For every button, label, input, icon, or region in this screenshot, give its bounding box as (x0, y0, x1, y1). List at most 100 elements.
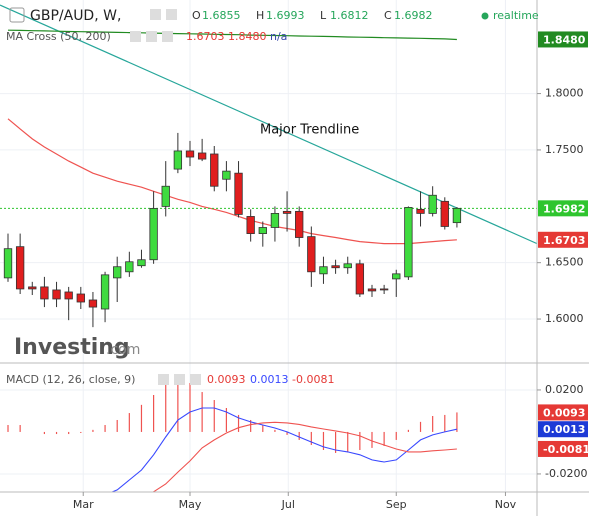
ohlc-key: L (320, 9, 327, 22)
ohlc-value: 1.6812 (330, 9, 369, 22)
macd-panel (7, 379, 458, 492)
candle-body (295, 210, 304, 238)
candle-body (258, 227, 267, 234)
ohlc-key: H (256, 9, 264, 22)
candle-body (246, 216, 255, 234)
icon[interactable] (174, 374, 185, 385)
candle-body (440, 200, 449, 227)
candle-body (197, 152, 207, 160)
candle-body (331, 265, 340, 269)
candle-body (428, 194, 437, 214)
x-tick-label: Jul (281, 498, 295, 511)
macd-line (151, 421, 457, 492)
candle-body (40, 286, 49, 300)
candle-body (343, 263, 352, 269)
icon[interactable] (150, 9, 161, 20)
candle-body (88, 299, 98, 308)
candle-body (100, 274, 110, 310)
value-box (538, 404, 588, 421)
value-box-label: 0.0013 (543, 423, 585, 436)
candle-body (185, 150, 195, 158)
annotation: Major Trendline (260, 123, 359, 138)
candle-body (416, 208, 425, 214)
ohlc-key: O (192, 9, 201, 22)
candle-body (404, 207, 413, 278)
value-box (538, 200, 588, 217)
candle-body (234, 172, 243, 215)
candle-body (355, 263, 365, 295)
candle-body (173, 150, 183, 170)
candle-body (222, 170, 231, 180)
value-box-label: -0.0081 (543, 443, 589, 456)
candle-body (161, 185, 170, 207)
candle-body (210, 153, 219, 187)
candle-body (392, 273, 401, 280)
candle-body (76, 293, 85, 303)
ma-line (7, 118, 457, 245)
candle-body (307, 236, 316, 273)
icon[interactable] (158, 374, 169, 385)
y-tick-label: 1.7500 (545, 143, 584, 156)
candle-body (270, 213, 280, 228)
x-tick-label: Mar (73, 498, 94, 511)
candle-body (113, 266, 122, 279)
watermark: Investing (14, 335, 130, 360)
ohlc-value: 1.6993 (266, 9, 305, 22)
value-box (538, 231, 588, 248)
candle-body (367, 288, 377, 292)
y-tick-label: -0.0200 (545, 467, 587, 480)
value-box-label: 1.6703 (543, 234, 585, 247)
candle-body (137, 259, 146, 267)
value-box-label: 1.6982 (543, 202, 585, 215)
value-box (538, 421, 588, 438)
y-tick-label: 0.0200 (545, 383, 584, 396)
x-tick-label: May (179, 498, 202, 511)
ohlc-key: C (384, 9, 392, 22)
ohlc-value: 1.6982 (394, 9, 433, 22)
y-tick-label: 1.8000 (545, 87, 584, 100)
macd-label: MACD (12, 26, close, 9) (6, 373, 135, 386)
candle-body (125, 261, 134, 273)
value-box-label: 1.8480 (543, 33, 586, 46)
status-dot (481, 12, 489, 20)
watermark: .com (106, 342, 140, 358)
icon[interactable] (166, 9, 177, 20)
ma-value: 1.8480 (228, 30, 267, 43)
grid (0, 0, 537, 492)
candle-body (452, 207, 462, 224)
ma-label: MA Cross (50, 200) (6, 30, 111, 43)
icon[interactable] (162, 31, 173, 42)
candle-body (379, 288, 389, 291)
value-box (538, 31, 588, 48)
ohlc-value: 1.6855 (202, 9, 241, 22)
ma-extra: n/a (270, 30, 287, 43)
candle-body (52, 289, 61, 300)
chart-title: GBP/AUD, W, (30, 8, 121, 24)
icon[interactable] (130, 31, 141, 42)
y-tick-label: 1.6000 (545, 312, 584, 325)
candle-body (282, 210, 292, 214)
candle-body (15, 246, 25, 290)
x-tick-label: Nov (495, 498, 517, 511)
ma-value: 1.6703 (186, 30, 225, 43)
y-tick-label: 1.6500 (545, 256, 584, 269)
value-box (538, 440, 588, 457)
status: realtime (493, 9, 539, 22)
candle-body (149, 208, 158, 261)
macd-value: 0.0093 (207, 373, 246, 386)
collapse-icon[interactable] (9, 7, 25, 23)
price-panel (0, 4, 537, 328)
macd-line (110, 407, 458, 492)
x-tick-label: Sep (386, 498, 407, 511)
icon[interactable] (146, 31, 157, 42)
candle-body (64, 291, 73, 300)
value-box-label: 0.0093 (543, 406, 585, 419)
candle-body (319, 266, 328, 275)
candle-body (3, 248, 13, 279)
icon[interactable] (190, 374, 201, 385)
ma-line (7, 29, 457, 41)
macd-value: -0.0081 (292, 373, 334, 386)
macd-value: 0.0013 (250, 373, 289, 386)
